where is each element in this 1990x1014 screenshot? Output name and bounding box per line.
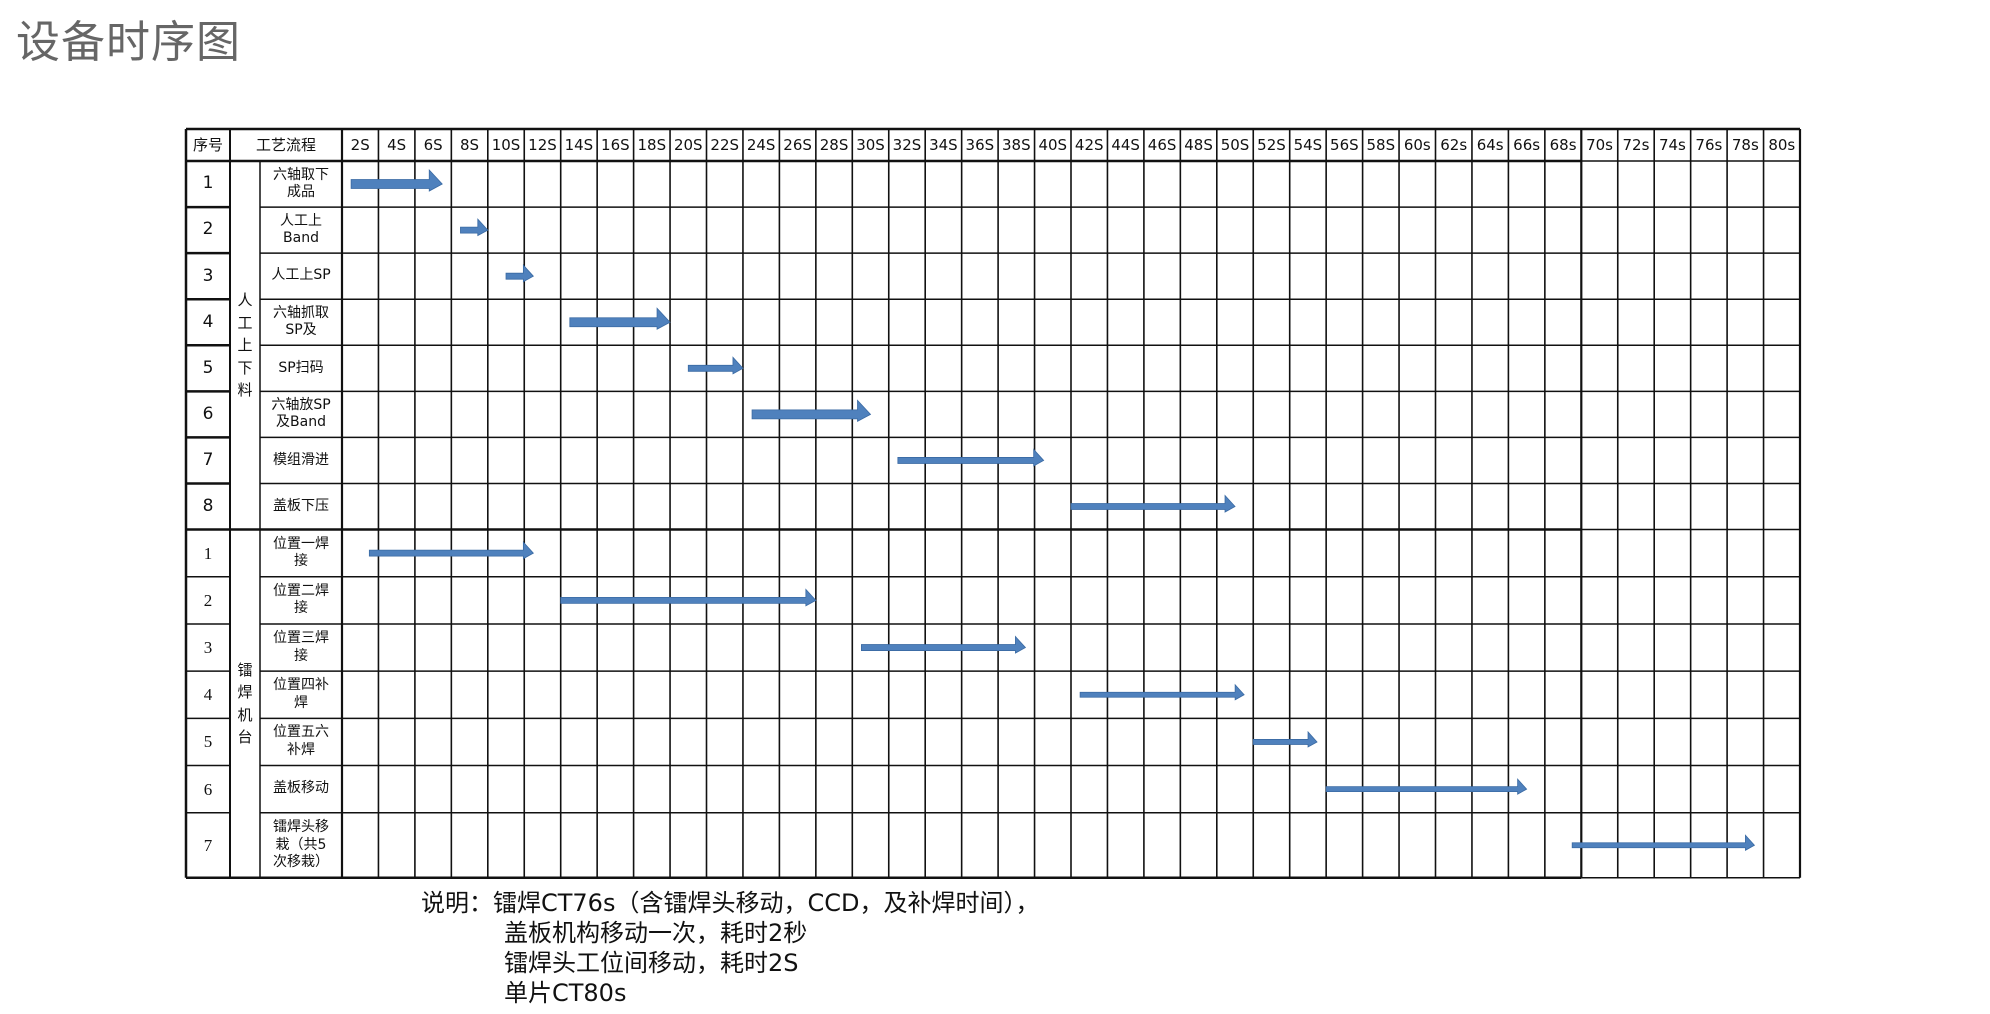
duration-arrow bbox=[861, 635, 1027, 654]
duration-arrow bbox=[560, 588, 817, 607]
header-time-64s: 64s bbox=[1476, 135, 1504, 154]
row-index: 7 bbox=[203, 835, 213, 855]
duration-arrow bbox=[460, 218, 489, 237]
header-time-10S: 10S bbox=[491, 135, 521, 154]
page-title: 设备时序图 bbox=[16, 17, 241, 68]
process-label: 人工上SP bbox=[271, 267, 331, 284]
duration-arrow bbox=[368, 541, 534, 560]
header-time-28S: 28S bbox=[819, 135, 849, 154]
header-time-24S: 24S bbox=[746, 135, 776, 154]
process-label: 盖板下压 bbox=[273, 497, 329, 514]
duration-arrow bbox=[569, 307, 671, 330]
duration-arrow bbox=[687, 356, 744, 375]
process-label: 镭焊头移 栽（共5 次移栽） bbox=[273, 819, 329, 870]
process-label: 人工上 Band bbox=[280, 212, 322, 247]
row-index: 6 bbox=[202, 403, 214, 424]
note-line: 单片CT80s bbox=[504, 979, 627, 1007]
header-time-48S: 48S bbox=[1184, 135, 1213, 154]
header-time-36S: 36S bbox=[965, 135, 995, 154]
header-process: 工艺流程 bbox=[255, 135, 316, 154]
header-time-68s: 68s bbox=[1549, 135, 1577, 154]
note-line: 镭焊头工位间移动，耗时2S bbox=[504, 949, 799, 977]
process-label: 六轴取下 成品 bbox=[273, 166, 329, 201]
header-time-8S: 8S bbox=[460, 135, 480, 154]
header-time-46S: 46S bbox=[1147, 135, 1177, 154]
group-label: 镭 焊 机 台 bbox=[237, 660, 253, 747]
notes: 说明：镭焊CT76s（含镭焊头移动，CCD，及补焊时间）， 盖板机构移动一次，耗… bbox=[421, 888, 1039, 1008]
duration-arrow bbox=[1571, 834, 1756, 851]
duration-arrow bbox=[1079, 683, 1245, 701]
process-label: 模组滑进 bbox=[273, 451, 329, 468]
header-time-6S: 6S bbox=[423, 135, 443, 154]
row-index: 1 bbox=[203, 543, 213, 563]
row-index: 4 bbox=[203, 685, 213, 705]
header-time-66s: 66s bbox=[1513, 135, 1541, 154]
process-label: 盖板移动 bbox=[273, 780, 329, 797]
header-time-20S: 20S bbox=[673, 135, 703, 154]
header-time-34S: 34S bbox=[929, 135, 958, 154]
header-time-14S: 14S bbox=[564, 135, 594, 154]
header-time-38S: 38S bbox=[1002, 135, 1031, 154]
header-time-2S: 2S bbox=[350, 135, 370, 154]
header-time-32S: 32S bbox=[892, 135, 922, 154]
row-index: 5 bbox=[203, 732, 213, 752]
header-time-50S: 50S bbox=[1220, 135, 1250, 154]
process-label: 位置三焊 接 bbox=[273, 630, 329, 664]
note-line: 盖板机构移动一次，耗时2秒 bbox=[504, 919, 808, 947]
header-time-70s: 70s bbox=[1586, 135, 1613, 154]
header-time-52S: 52S bbox=[1257, 135, 1286, 154]
header-time-76s: 76s bbox=[1695, 135, 1723, 154]
note-line: 说明：镭焊CT76s（含镭焊头移动，CCD，及补焊时间）， bbox=[421, 889, 1040, 917]
header-time-4S: 4S bbox=[387, 135, 407, 154]
row-index: 8 bbox=[202, 495, 214, 516]
header-time-54S: 54S bbox=[1293, 135, 1323, 154]
process-label: 位置一焊 接 bbox=[273, 535, 329, 570]
duration-arrow bbox=[505, 264, 534, 283]
header-time-80s: 80s bbox=[1768, 135, 1796, 154]
process-label: 位置四补 焊 bbox=[273, 677, 329, 711]
header-time-18S: 18S bbox=[637, 135, 667, 154]
header-time-78s: 78s bbox=[1731, 135, 1759, 154]
row-index: 5 bbox=[202, 357, 214, 378]
duration-arrow bbox=[1070, 494, 1236, 513]
duration-arrow bbox=[1252, 730, 1318, 748]
header-time-26S: 26S bbox=[783, 135, 812, 154]
header-time-12S: 12S bbox=[528, 135, 557, 154]
row-index: 2 bbox=[202, 219, 214, 240]
duration-arrow bbox=[751, 399, 872, 423]
group-label: 人 工 上 下 料 bbox=[237, 291, 253, 400]
header-time-72s: 72s bbox=[1622, 135, 1650, 154]
duration-arrow bbox=[897, 448, 1045, 467]
row-index: 4 bbox=[202, 311, 214, 332]
process-label: 六轴放SP 及Band bbox=[271, 396, 331, 431]
header-time-16S: 16S bbox=[601, 135, 630, 154]
header-time-62s: 62s bbox=[1440, 135, 1468, 154]
duration-arrow bbox=[350, 169, 443, 192]
header-time-42S: 42S bbox=[1074, 135, 1104, 154]
header-time-60s: 60s bbox=[1403, 135, 1431, 154]
header-time-40S: 40S bbox=[1038, 135, 1068, 154]
row-index: 2 bbox=[203, 590, 213, 610]
header-time-44S: 44S bbox=[1111, 135, 1140, 154]
row-index: 3 bbox=[203, 637, 213, 657]
header-time-56S: 56S bbox=[1330, 135, 1359, 154]
header-time-30S: 30S bbox=[856, 135, 885, 154]
process-label: 位置五六 补焊 bbox=[273, 724, 329, 758]
row-index: 3 bbox=[202, 265, 214, 286]
process-label: SP扫码 bbox=[278, 359, 324, 376]
header-time-74s: 74s bbox=[1658, 135, 1686, 154]
process-label: 位置二焊 接 bbox=[273, 582, 329, 617]
header-index: 序号 bbox=[192, 135, 223, 154]
header-time-58S: 58S bbox=[1366, 135, 1396, 154]
process-label: 六轴抓取 SP及 bbox=[273, 304, 329, 339]
row-index: 6 bbox=[203, 779, 213, 799]
row-index: 1 bbox=[202, 173, 214, 194]
duration-arrow bbox=[1325, 778, 1528, 795]
row-index: 7 bbox=[202, 449, 214, 470]
header-time-22S: 22S bbox=[710, 135, 740, 154]
